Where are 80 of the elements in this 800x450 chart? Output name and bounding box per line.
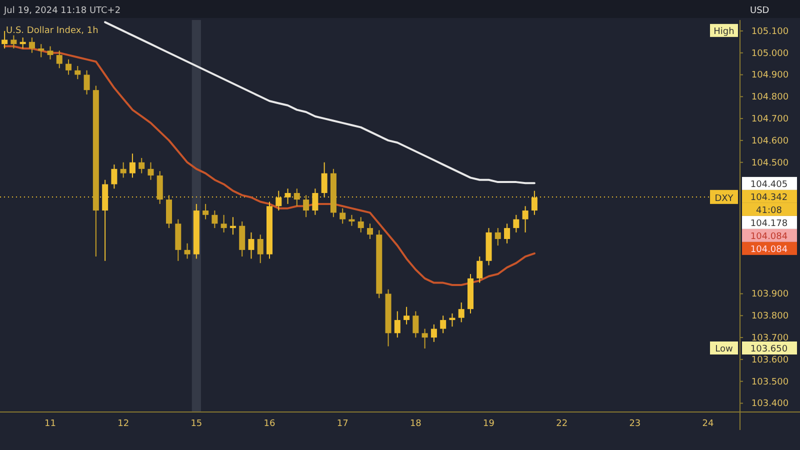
annotation: High [714, 26, 734, 37]
candlestick [312, 188, 318, 216]
text: USD [750, 6, 770, 16]
x-tick-label: 19 [483, 419, 495, 429]
candlestick [412, 310, 419, 338]
candlestick [20, 37, 26, 49]
candlestick [522, 206, 528, 233]
y-tick-label: 104.700 [751, 114, 789, 125]
candlestick [220, 214, 227, 233]
candlestick [440, 315, 446, 334]
y-tick-label: 104.500 [751, 158, 789, 168]
text: 104.342 [750, 192, 788, 203]
candlestick [257, 234, 264, 264]
candlestick [248, 232, 254, 260]
candlestick [458, 302, 464, 323]
candlestick [404, 306, 410, 325]
text: 104.084 [750, 244, 788, 255]
candlestick [230, 216, 236, 236]
candlestick [84, 70, 90, 95]
chart-subtitle: Jul 19, 2024 11:18 UTC+2 [3, 6, 121, 16]
y-tick-label: 103.600 [751, 355, 789, 366]
ref-line-label: DXY [714, 194, 734, 204]
x-tick-label: 22 [556, 419, 568, 429]
candlestick [212, 210, 218, 229]
candlestick [513, 214, 520, 233]
text: 104.178 [750, 218, 788, 229]
y-tick-label: 103.800 [751, 312, 789, 322]
candlestick [321, 162, 328, 198]
candlestick [430, 324, 437, 342]
y-tick-label: 103.900 [751, 290, 789, 300]
candlestick [138, 157, 145, 174]
candlestick [148, 162, 154, 180]
candlestick [504, 223, 510, 244]
y-tick-label: 104.800 [751, 92, 789, 103]
candlestick [340, 208, 346, 224]
text: U.S. Dollar Index, 1h [6, 26, 98, 36]
candlestick [10, 34, 17, 49]
text: 41:08 [756, 206, 782, 216]
candlestick [348, 214, 355, 226]
x-tick-label: 23 [629, 419, 641, 429]
text: 103.650 [750, 344, 788, 354]
candlestick [494, 228, 501, 246]
candlestick [74, 65, 81, 80]
candlestick [367, 223, 373, 240]
candlestick [449, 312, 456, 328]
y-tick-label: 105.000 [751, 48, 789, 59]
text: 104.084 [750, 232, 788, 242]
candlestick [111, 164, 118, 190]
candlestick [28, 37, 35, 54]
candlestick [422, 328, 428, 349]
y-tick-label: 104.600 [751, 136, 789, 146]
candlestick [66, 58, 72, 76]
x-tick-label: 16 [264, 419, 276, 429]
x-tick-label: 12 [118, 419, 130, 429]
candlestick [294, 188, 300, 207]
y-tick-label: 103.700 [751, 334, 789, 344]
y-tick-label: 103.500 [751, 377, 789, 388]
candlestick [394, 310, 400, 338]
candlestick [476, 256, 483, 284]
candlestick [47, 46, 54, 60]
annotation: Low [715, 344, 733, 354]
candlestick [120, 162, 126, 178]
candlestick [202, 203, 209, 220]
x-tick-label: 24 [702, 419, 714, 429]
x-tick-label: 15 [190, 419, 202, 429]
y-tick-label: 104.900 [751, 70, 789, 81]
candlestick [303, 194, 310, 218]
line-series [104, 21, 536, 184]
x-tick-label: 17 [336, 419, 348, 429]
x-tick-label: 18 [410, 419, 422, 429]
candlestick [2, 30, 8, 49]
y-tick-label: 105.100 [751, 26, 789, 37]
y-tick-label: 103.400 [751, 399, 789, 410]
candlestick [358, 216, 364, 233]
x-tick-label: 11 [44, 419, 56, 429]
text: 104.405 [750, 180, 788, 190]
candlestick [38, 44, 44, 58]
candlestick [184, 242, 190, 260]
candlestick [129, 153, 136, 178]
candlestick [56, 50, 62, 69]
